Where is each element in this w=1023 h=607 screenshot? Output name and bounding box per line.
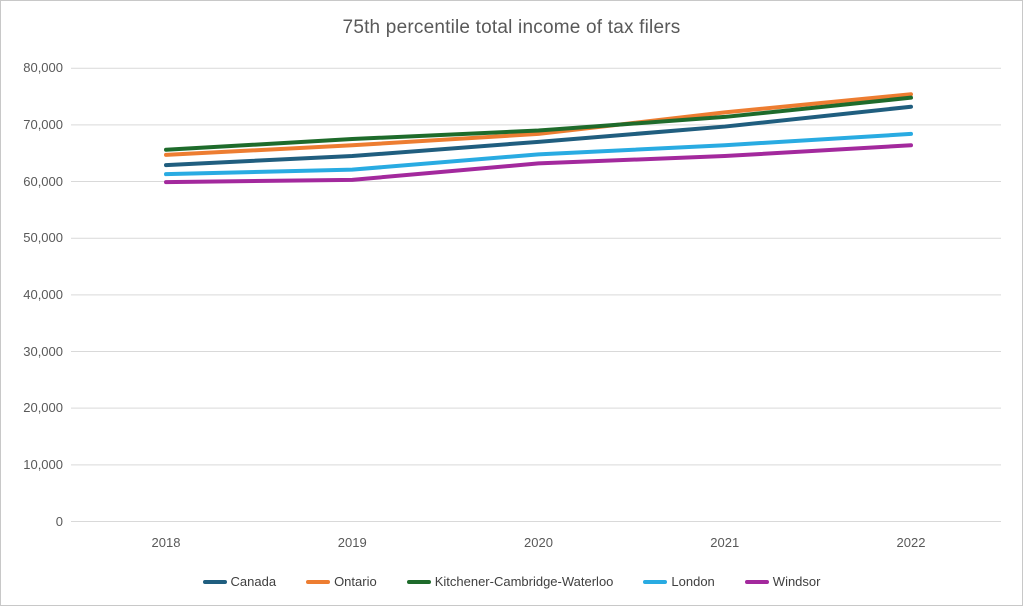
legend-label: Kitchener-Cambridge-Waterloo: [434, 574, 614, 589]
chart-title[interactable]: 75th percentile total income of tax file…: [342, 17, 681, 38]
legend-swatch: [306, 579, 331, 584]
series-line-windsor[interactable]: [164, 143, 913, 185]
legend-swatch: [202, 579, 227, 584]
legend-label: Canada: [230, 574, 277, 589]
y-tick-label: 0: [55, 513, 63, 529]
legend-item-london[interactable]: London: [643, 574, 715, 589]
series-line-ontario[interactable]: [164, 92, 913, 157]
legend-swatch: [406, 579, 431, 584]
y-tick-label: 20,000: [23, 400, 63, 416]
y-tick-label: 50,000: [23, 230, 63, 246]
legend-item-ontario[interactable]: Ontario: [306, 574, 377, 589]
y-tick-label: 60,000: [23, 173, 63, 189]
x-tick-label: 2021: [710, 535, 740, 550]
y-tick-label: 70,000: [23, 116, 63, 132]
legend-label: Ontario: [334, 574, 377, 589]
x-tick-label: 2019: [337, 535, 367, 550]
x-tick-label: 2020: [524, 535, 553, 550]
series-line-canada[interactable]: [164, 104, 913, 168]
series-line-london[interactable]: [164, 131, 913, 177]
series-line-kitchener-cambridge-waterloo[interactable]: [164, 95, 913, 152]
y-tick-label: 80,000: [23, 60, 63, 76]
y-tick-label: 30,000: [23, 343, 63, 359]
y-tick-label: 40,000: [23, 286, 63, 302]
legend-label: Windsor: [772, 574, 821, 589]
legend-swatch: [744, 579, 769, 584]
legend: Canada Ontario Kitchener-Cambridge-Waterlo…: [1, 574, 1022, 589]
legend-swatch: [643, 579, 668, 584]
y-tick-label: 10,000: [23, 456, 63, 472]
legend-label: London: [671, 574, 715, 589]
legend-item-canada[interactable]: Canada: [202, 574, 277, 589]
x-tick-label: 2018: [151, 535, 181, 550]
legend-item-windsor[interactable]: Windsor: [744, 574, 821, 589]
legend-item-kitchener-cambridge-waterloo[interactable]: Kitchener-Cambridge-Waterloo: [406, 574, 614, 589]
x-tick-label: 2022: [896, 535, 926, 550]
